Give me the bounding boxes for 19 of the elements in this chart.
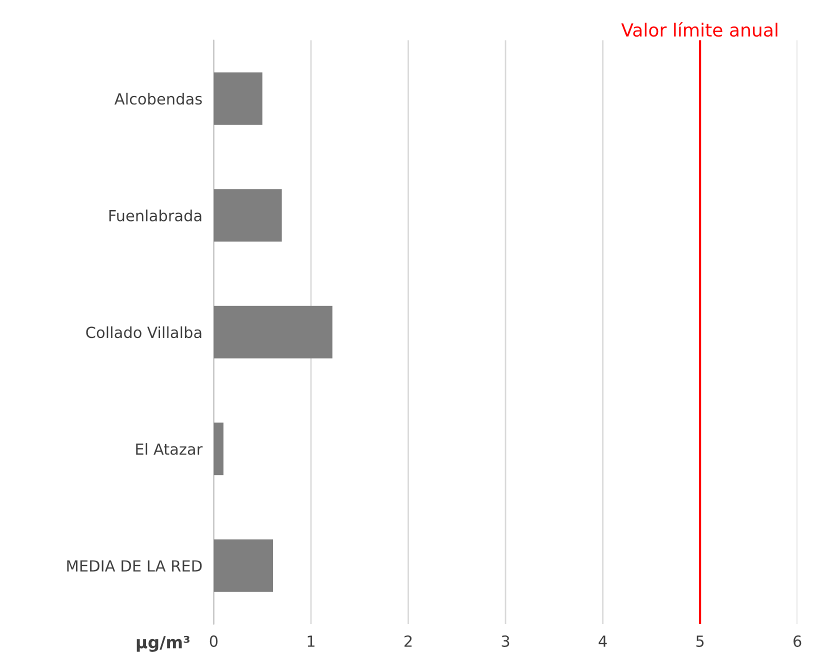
y-tick-label: MEDIA DE LA RED bbox=[67, 560, 202, 572]
bar bbox=[214, 189, 282, 242]
x-tick-label: 4 bbox=[598, 636, 607, 647]
x-tick-label: 6 bbox=[794, 635, 802, 647]
y-tick-label: El Atazar bbox=[136, 443, 203, 455]
bar bbox=[214, 539, 274, 592]
bar bbox=[214, 306, 332, 358]
x-tick-label: 3 bbox=[502, 635, 510, 647]
x-tick-label: 0 bbox=[210, 635, 218, 647]
x-tick-label: 5 bbox=[696, 636, 704, 647]
y-tick-label: Fuenlabrada bbox=[109, 210, 202, 222]
bar bbox=[214, 72, 262, 125]
y-tick-label: Alcobendas bbox=[114, 92, 202, 105]
y-tick-label: Collado Villalba bbox=[86, 326, 202, 338]
x-tick-label: 1 bbox=[308, 636, 314, 647]
ref-line-label: Valor límite anual bbox=[621, 22, 778, 37]
x-axis-title: µg/m³ bbox=[136, 636, 190, 652]
x-tick-label: 2 bbox=[404, 635, 412, 647]
bar bbox=[214, 422, 224, 476]
